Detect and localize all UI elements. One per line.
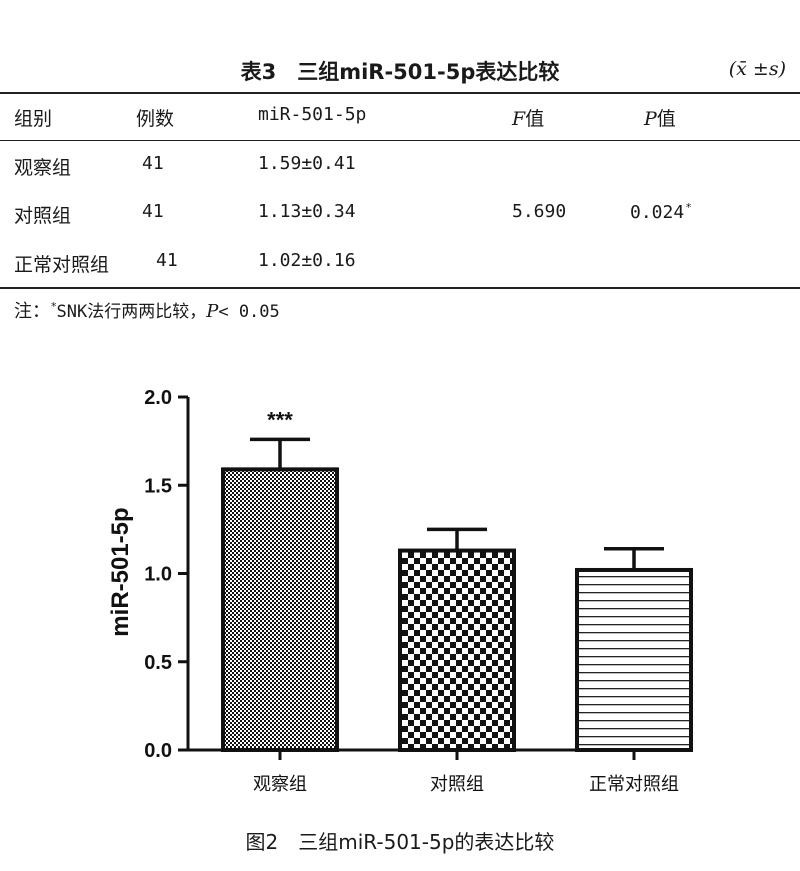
- row-mir: 1.59±0.41: [258, 153, 356, 174]
- x-tick-label: 观察组: [253, 774, 307, 795]
- table-top-rule: [0, 92, 800, 94]
- note-star: *: [51, 300, 57, 313]
- figure-caption: 图2 三组miR-501-5p的表达比较: [245, 830, 555, 854]
- table-caption: 表3 三组miR-501-5p表达比较 (x̄ ±s): [0, 52, 800, 86]
- y-axis-label: miR-501-5p: [107, 507, 134, 636]
- row-mir: 1.02±0.16: [258, 250, 356, 271]
- y-tick-label: 0.5: [144, 652, 172, 674]
- x-tick-label: 正常对照组: [589, 774, 679, 795]
- header-f: F值: [512, 104, 544, 131]
- table-unit: (x̄ ±s): [728, 58, 786, 80]
- header-group: 组别: [14, 108, 53, 130]
- row-group: 观察组: [14, 157, 72, 179]
- table-mid-rule: [0, 140, 800, 141]
- row-n: 41: [142, 201, 164, 222]
- header-p-suffix: 值: [656, 108, 676, 130]
- y-tick-label: 2.0: [144, 387, 172, 409]
- f-value: 5.690: [512, 201, 567, 222]
- table-bottom-rule: [0, 287, 800, 289]
- y-tick-label: 1.5: [144, 475, 172, 497]
- p-value-star: *: [685, 201, 692, 214]
- row-group: 正常对照组: [14, 254, 110, 276]
- header-p: P值: [644, 104, 676, 131]
- note-text: SNK法行两两比较，: [56, 302, 207, 322]
- bar: [398, 548, 516, 752]
- row-mir: 1.13±0.34: [258, 201, 356, 222]
- header-f-letter: F: [512, 108, 526, 130]
- bar: [575, 567, 693, 752]
- row-n: 41: [156, 250, 178, 271]
- y-tick-label: 0.0: [144, 740, 172, 762]
- row-group: 对照组: [14, 205, 72, 227]
- bar: [221, 467, 339, 753]
- y-tick-label: 1.0: [144, 564, 172, 586]
- header-n: 例数: [136, 108, 175, 130]
- header-p-letter: P: [644, 108, 657, 130]
- note-p-text: < 0.05: [218, 302, 280, 322]
- note-p-letter: P: [206, 301, 219, 322]
- significance-label: ***: [267, 407, 293, 432]
- table-note: 注：*SNK法行两两比较，P< 0.05: [14, 297, 280, 323]
- table-title: 表3 三组miR-501-5p表达比较: [240, 60, 560, 84]
- header-mir: miR-501-5p: [258, 104, 367, 125]
- bar-chart: 0.0 0.5 1.0 1.5 2.0 观察组 *** 对照组 正常对照组 miR-501-5…: [107, 387, 693, 795]
- p-value-cell: 0.024*: [630, 201, 692, 223]
- p-value: 0.024: [630, 202, 685, 223]
- row-n: 41: [142, 153, 164, 174]
- note-prefix: 注：: [14, 301, 50, 322]
- header-f-suffix: 值: [525, 108, 545, 130]
- x-tick-label: 对照组: [430, 774, 484, 795]
